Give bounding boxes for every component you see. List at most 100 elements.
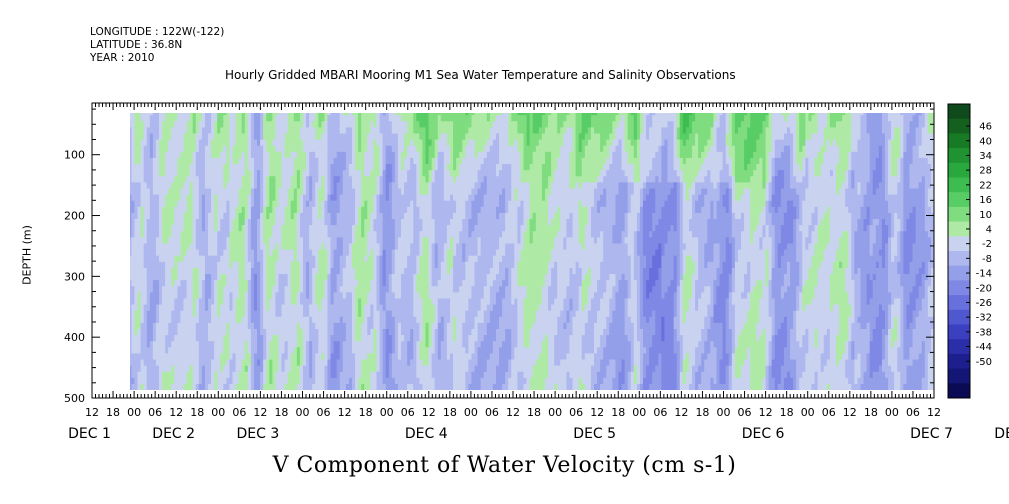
heatmap-cell: [140, 121, 145, 129]
heatmap-cell: [201, 145, 206, 153]
heatmap-cell: [897, 113, 901, 116]
heatmap-cell: [281, 164, 286, 171]
heatmap-cell: [786, 194, 791, 202]
heatmap-cell: [554, 127, 558, 135]
heatmap-cell: [241, 121, 246, 129]
heatmap-cell: [195, 206, 200, 214]
heatmap-cell: [897, 151, 901, 159]
heatmap-cell: [670, 133, 675, 141]
heatmap-cell: [646, 206, 650, 214]
heatmap-cell: [495, 182, 500, 190]
heatmap-cell: [146, 139, 151, 147]
heatmap-cell: [538, 145, 543, 153]
heatmap-cell: [290, 139, 295, 147]
heatmap-cell: [131, 188, 136, 196]
heatmap-cell: [679, 115, 684, 122]
heatmap-cell: [404, 145, 408, 153]
heatmap-cell: [462, 157, 466, 165]
heatmap-cell: [327, 194, 332, 202]
heatmap-cell: [875, 121, 880, 129]
heatmap-cell: [520, 151, 525, 159]
heatmap-cell: [278, 212, 283, 220]
heatmap-cell: [180, 176, 185, 183]
heatmap-cell: [456, 200, 460, 208]
heatmap-cell: [875, 115, 880, 122]
heatmap-cell: [597, 194, 601, 202]
heatmap-cell: [511, 194, 515, 202]
heatmap-cell: [918, 182, 923, 190]
heatmap-cell: [642, 121, 647, 129]
heatmap-cell: [685, 127, 690, 135]
heatmap-cell: [143, 176, 148, 183]
heatmap-cell: [339, 206, 344, 214]
heatmap-cell: [211, 139, 215, 147]
heatmap-cell: [489, 157, 494, 165]
heatmap-cell: [217, 194, 221, 202]
heatmap-cell: [894, 164, 898, 171]
heatmap-cell: [318, 151, 322, 159]
heatmap-cell: [235, 127, 240, 135]
heatmap-cell: [312, 151, 316, 159]
heatmap-cell: [201, 151, 206, 159]
heatmap-cell: [642, 127, 647, 135]
heatmap-cell: [208, 157, 212, 165]
heatmap-cell: [624, 133, 629, 141]
heatmap-cell: [768, 151, 773, 159]
heatmap-cell: [355, 164, 359, 171]
heatmap-cell: [217, 212, 221, 220]
heatmap-cell: [443, 113, 448, 116]
heatmap-cell: [281, 170, 286, 177]
heatmap-cell: [250, 212, 255, 220]
heatmap-cell: [652, 170, 656, 177]
heatmap-cell: [692, 113, 696, 116]
heatmap-cell: [284, 194, 289, 202]
heatmap-cell: [146, 164, 151, 171]
heatmap-cell: [900, 206, 904, 214]
heatmap-cell: [872, 182, 877, 190]
heatmap-cell: [223, 182, 227, 190]
heatmap-cell: [428, 182, 433, 190]
heatmap-cell: [257, 133, 261, 141]
heatmap-cell: [492, 133, 497, 141]
heatmap-cell: [382, 127, 387, 135]
heatmap-cell: [165, 176, 169, 183]
heatmap-cell: [673, 200, 678, 208]
heatmap-cell: [235, 194, 240, 202]
heatmap-cell: [891, 151, 895, 159]
heatmap-cell: [750, 200, 754, 208]
heatmap-cell: [860, 113, 865, 116]
heatmap-cell: [260, 145, 264, 153]
heatmap-cell: [401, 176, 405, 183]
heatmap-cell: [621, 188, 626, 196]
heatmap-cell: [799, 188, 803, 196]
heatmap-cell: [263, 164, 267, 171]
heatmap-cell: [416, 194, 420, 202]
heatmap-cell: [894, 200, 898, 208]
heatmap-cell: [554, 121, 558, 129]
heatmap-cell: [456, 188, 460, 196]
heatmap-cell: [131, 157, 136, 165]
heatmap-cell: [609, 200, 613, 208]
heatmap-cell: [428, 139, 433, 147]
heatmap-cell: [884, 127, 889, 135]
heatmap-cell: [854, 164, 859, 171]
heatmap-cell: [440, 194, 445, 202]
heatmap-cell: [621, 127, 626, 135]
heatmap-cell: [532, 113, 537, 116]
heatmap-cell: [250, 182, 255, 190]
heatmap-cell: [747, 121, 751, 129]
heatmap-cell: [474, 206, 479, 214]
heatmap-cell: [716, 127, 721, 135]
heatmap-cell: [811, 127, 816, 135]
heatmap-cell: [244, 145, 249, 153]
heatmap-cell: [655, 145, 659, 153]
heatmap-cell: [722, 200, 727, 208]
heatmap-cell: [560, 127, 564, 135]
heatmap-cell: [388, 139, 393, 147]
heatmap-cell: [416, 188, 420, 196]
heatmap-cell: [315, 157, 319, 165]
heatmap-cell: [459, 127, 463, 135]
heatmap-cell: [750, 145, 754, 153]
heatmap-cell: [642, 157, 647, 165]
heatmap-cell: [541, 170, 546, 177]
